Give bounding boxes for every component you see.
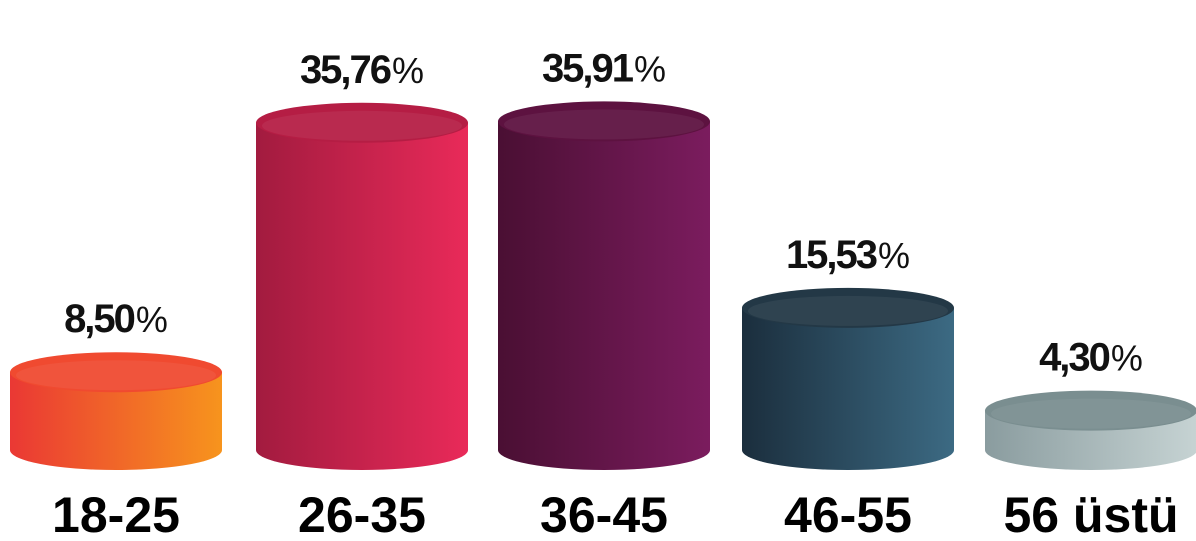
bar-top bbox=[742, 287, 954, 328]
bar-18-25 bbox=[10, 352, 222, 470]
bar-body bbox=[742, 307, 954, 470]
bar-46-55 bbox=[742, 287, 954, 470]
bar-top-highlight bbox=[748, 295, 948, 326]
value-label: 4,30% bbox=[1039, 336, 1143, 380]
category-labels-group: 18-25 26-35 36-45 46-55 56 üstü bbox=[52, 487, 1178, 541]
bar-top-highlight bbox=[504, 109, 704, 140]
bar-top-highlight bbox=[991, 398, 1191, 429]
bars-group bbox=[10, 101, 1196, 471]
value-label: 35,76% bbox=[300, 48, 424, 92]
category-label: 46-55 bbox=[784, 487, 912, 541]
category-label: 26-35 bbox=[298, 487, 426, 541]
value-label: 15,53% bbox=[786, 233, 910, 277]
bar-top bbox=[10, 352, 222, 393]
bar-top-highlight bbox=[262, 110, 462, 141]
value-labels-group: 8,50% 35,76% 35,91% 15,53% 4,30% bbox=[64, 46, 1143, 379]
bar-top bbox=[256, 102, 468, 143]
category-label: 36-45 bbox=[540, 487, 668, 541]
bar-body bbox=[498, 121, 710, 471]
bar-36-45 bbox=[498, 101, 710, 471]
bar-top bbox=[985, 390, 1196, 431]
bar-56-üstü bbox=[985, 390, 1196, 470]
bar-top-highlight bbox=[16, 360, 216, 391]
category-label: 56 üstü bbox=[1003, 487, 1178, 541]
value-label: 35,91% bbox=[542, 46, 666, 90]
value-label: 8,50% bbox=[64, 297, 168, 341]
bar-26-35 bbox=[256, 102, 468, 471]
bar-top bbox=[498, 101, 710, 142]
category-label: 18-25 bbox=[52, 487, 180, 541]
bar-body bbox=[256, 122, 468, 471]
bar-body bbox=[10, 372, 222, 470]
